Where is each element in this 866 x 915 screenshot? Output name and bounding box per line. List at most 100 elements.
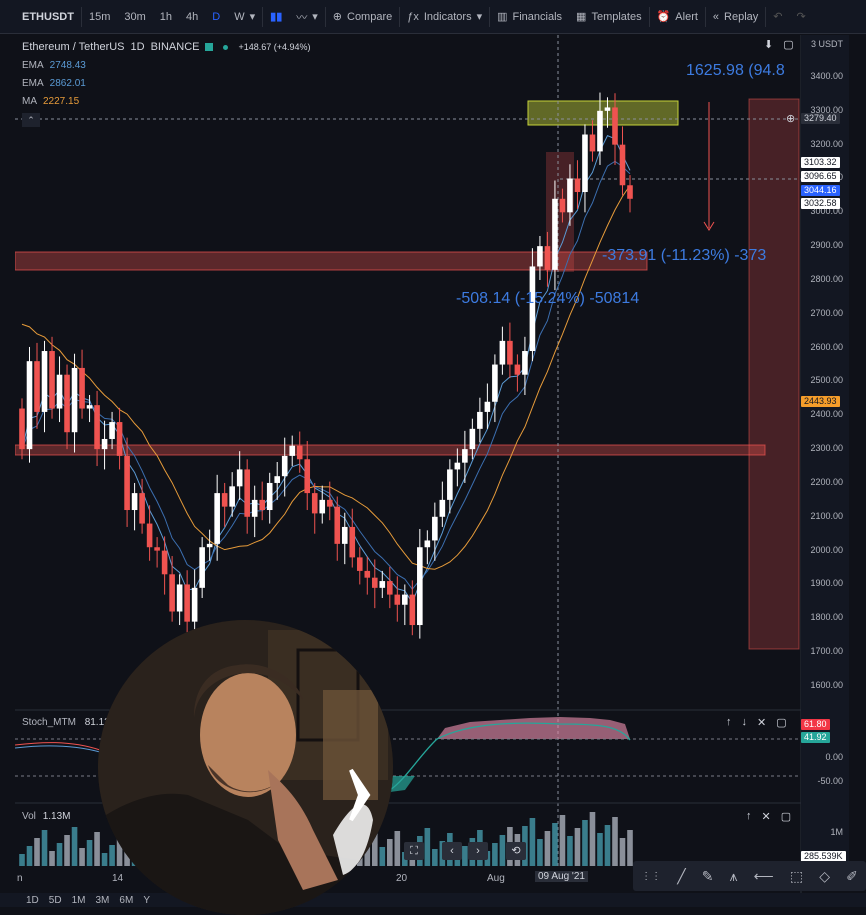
candle-body[interactable] xyxy=(409,594,416,626)
range-6m[interactable]: 6M xyxy=(119,894,134,906)
candle-body[interactable] xyxy=(559,198,566,213)
candle-body[interactable] xyxy=(349,526,356,558)
candle-body[interactable] xyxy=(41,351,48,412)
rectangle-icon[interactable]: ⬚ xyxy=(789,867,804,884)
candle-body[interactable] xyxy=(206,543,213,548)
candle-body[interactable] xyxy=(387,581,393,595)
support-zone[interactable] xyxy=(15,444,766,456)
pitchfork-icon[interactable]: ⩚ xyxy=(729,867,738,884)
arrow-up-icon[interactable]: ↑ xyxy=(726,716,732,728)
candle-body[interactable] xyxy=(214,493,220,544)
interval-4h[interactable]: 4h xyxy=(179,0,205,33)
candle-body[interactable] xyxy=(597,110,603,152)
candle-body[interactable] xyxy=(139,493,145,524)
candle-body[interactable] xyxy=(229,486,235,507)
candle-body[interactable] xyxy=(266,482,273,511)
legend-ema-2[interactable]: EMA 2862.01 xyxy=(22,74,311,92)
candle-body[interactable] xyxy=(371,577,378,588)
candle-body[interactable] xyxy=(567,178,573,213)
candle-body[interactable] xyxy=(529,266,536,352)
candle-body[interactable] xyxy=(191,587,198,622)
candle-body[interactable] xyxy=(612,107,618,145)
symbol-search[interactable]: ETHUSDT xyxy=(0,0,81,33)
candle-body[interactable] xyxy=(537,246,543,267)
range-1d[interactable]: 1D xyxy=(26,894,39,906)
candle-body[interactable] xyxy=(394,594,401,605)
candle-body[interactable] xyxy=(56,374,63,409)
templates-button[interactable]: ▦ Templates xyxy=(569,0,649,33)
scroll-left-icon[interactable]: ‹ xyxy=(442,842,462,860)
financials-button[interactable]: ▥ Financials xyxy=(490,0,569,33)
candle-body[interactable] xyxy=(304,459,311,494)
candle-body[interactable] xyxy=(379,581,386,588)
arrow-up-icon[interactable]: ↑ xyxy=(746,810,752,822)
maximize-icon[interactable]: ▢ xyxy=(783,39,794,51)
candle-body[interactable] xyxy=(326,499,333,507)
candle-body[interactable] xyxy=(439,499,446,517)
close-icon[interactable]: ✕ xyxy=(757,717,767,729)
candle-body[interactable] xyxy=(161,550,168,575)
candle-body[interactable] xyxy=(356,557,363,571)
measure-zone-right[interactable] xyxy=(748,98,800,650)
indicators-button[interactable]: ƒx Indicators ▾ xyxy=(400,0,489,33)
candle-body[interactable] xyxy=(131,493,138,511)
legend-collapse-button[interactable]: ⌃ xyxy=(22,110,311,130)
ma-line[interactable] xyxy=(21,185,631,570)
range-5d[interactable]: 5D xyxy=(48,894,62,906)
candle-body[interactable] xyxy=(334,506,341,544)
candle-body[interactable] xyxy=(492,364,498,402)
candle-body[interactable] xyxy=(184,584,190,622)
candle-body[interactable] xyxy=(522,351,528,375)
undo-button[interactable]: ↶ xyxy=(766,0,789,33)
candle-body[interactable] xyxy=(19,408,25,450)
candle-body[interactable] xyxy=(49,351,55,409)
candle-body[interactable] xyxy=(176,584,183,612)
interval-d[interactable]: D xyxy=(205,0,227,33)
candle-body[interactable] xyxy=(79,367,85,409)
candle-body[interactable] xyxy=(169,574,175,612)
candle-body[interactable] xyxy=(454,462,461,470)
pen-icon[interactable]: ✐ xyxy=(846,867,858,884)
candle-body[interactable] xyxy=(552,198,558,270)
compare-button[interactable]: ⊕ Compare xyxy=(326,0,399,33)
candle-body[interactable] xyxy=(251,499,258,517)
candle-body[interactable] xyxy=(469,428,476,450)
maximize-icon[interactable]: ▢ xyxy=(776,717,787,729)
brush-icon[interactable]: ✎ xyxy=(701,867,714,884)
candle-body[interactable] xyxy=(116,422,123,456)
legend-ema-1[interactable]: EMA 2748.43 xyxy=(22,56,311,74)
candle-body[interactable] xyxy=(101,438,108,450)
candle-body[interactable] xyxy=(589,134,596,152)
candle-body[interactable] xyxy=(417,547,423,626)
arrow-down-icon[interactable]: ⬇ xyxy=(764,39,774,51)
candle-body[interactable] xyxy=(109,422,115,439)
candle-body[interactable] xyxy=(34,361,40,412)
candle-body[interactable] xyxy=(582,134,588,193)
candle-body[interactable] xyxy=(236,469,243,487)
trendline-icon[interactable]: ╱ xyxy=(677,867,686,884)
interval-w[interactable]: W ▾ xyxy=(227,0,262,33)
candle-body[interactable] xyxy=(296,445,303,460)
resistance-zone[interactable] xyxy=(15,251,648,271)
candle-body[interactable] xyxy=(319,499,326,514)
time-axis[interactable]: n 14 20 Aug 09 Aug '21 xyxy=(15,869,801,891)
price-axis-currency[interactable]: 3 USDT xyxy=(810,39,843,49)
horizontal-ray-icon[interactable]: ⟵ xyxy=(753,867,774,884)
legend-ma[interactable]: MA 2227.15 xyxy=(22,92,311,110)
candle-body[interactable] xyxy=(94,405,100,450)
candle-body[interactable] xyxy=(604,107,611,111)
candle-body[interactable] xyxy=(154,547,160,551)
interval-1h[interactable]: 1h xyxy=(153,0,179,33)
candle-body[interactable] xyxy=(484,401,491,412)
top-highlight-box[interactable] xyxy=(527,100,679,126)
line-style-button[interactable]: 〰 ▾ xyxy=(289,0,325,33)
candle-body[interactable] xyxy=(544,246,551,270)
candle-style-button[interactable]: ▮▮ xyxy=(263,0,289,33)
interval-30m[interactable]: 30m xyxy=(117,0,152,33)
candle-body[interactable] xyxy=(364,570,371,578)
range-3m[interactable]: 3M xyxy=(95,894,110,906)
candle-body[interactable] xyxy=(627,185,633,199)
add-alert-icon[interactable]: ⊕ xyxy=(786,113,796,125)
candle-body[interactable] xyxy=(124,455,130,511)
candle-body[interactable] xyxy=(499,340,506,365)
